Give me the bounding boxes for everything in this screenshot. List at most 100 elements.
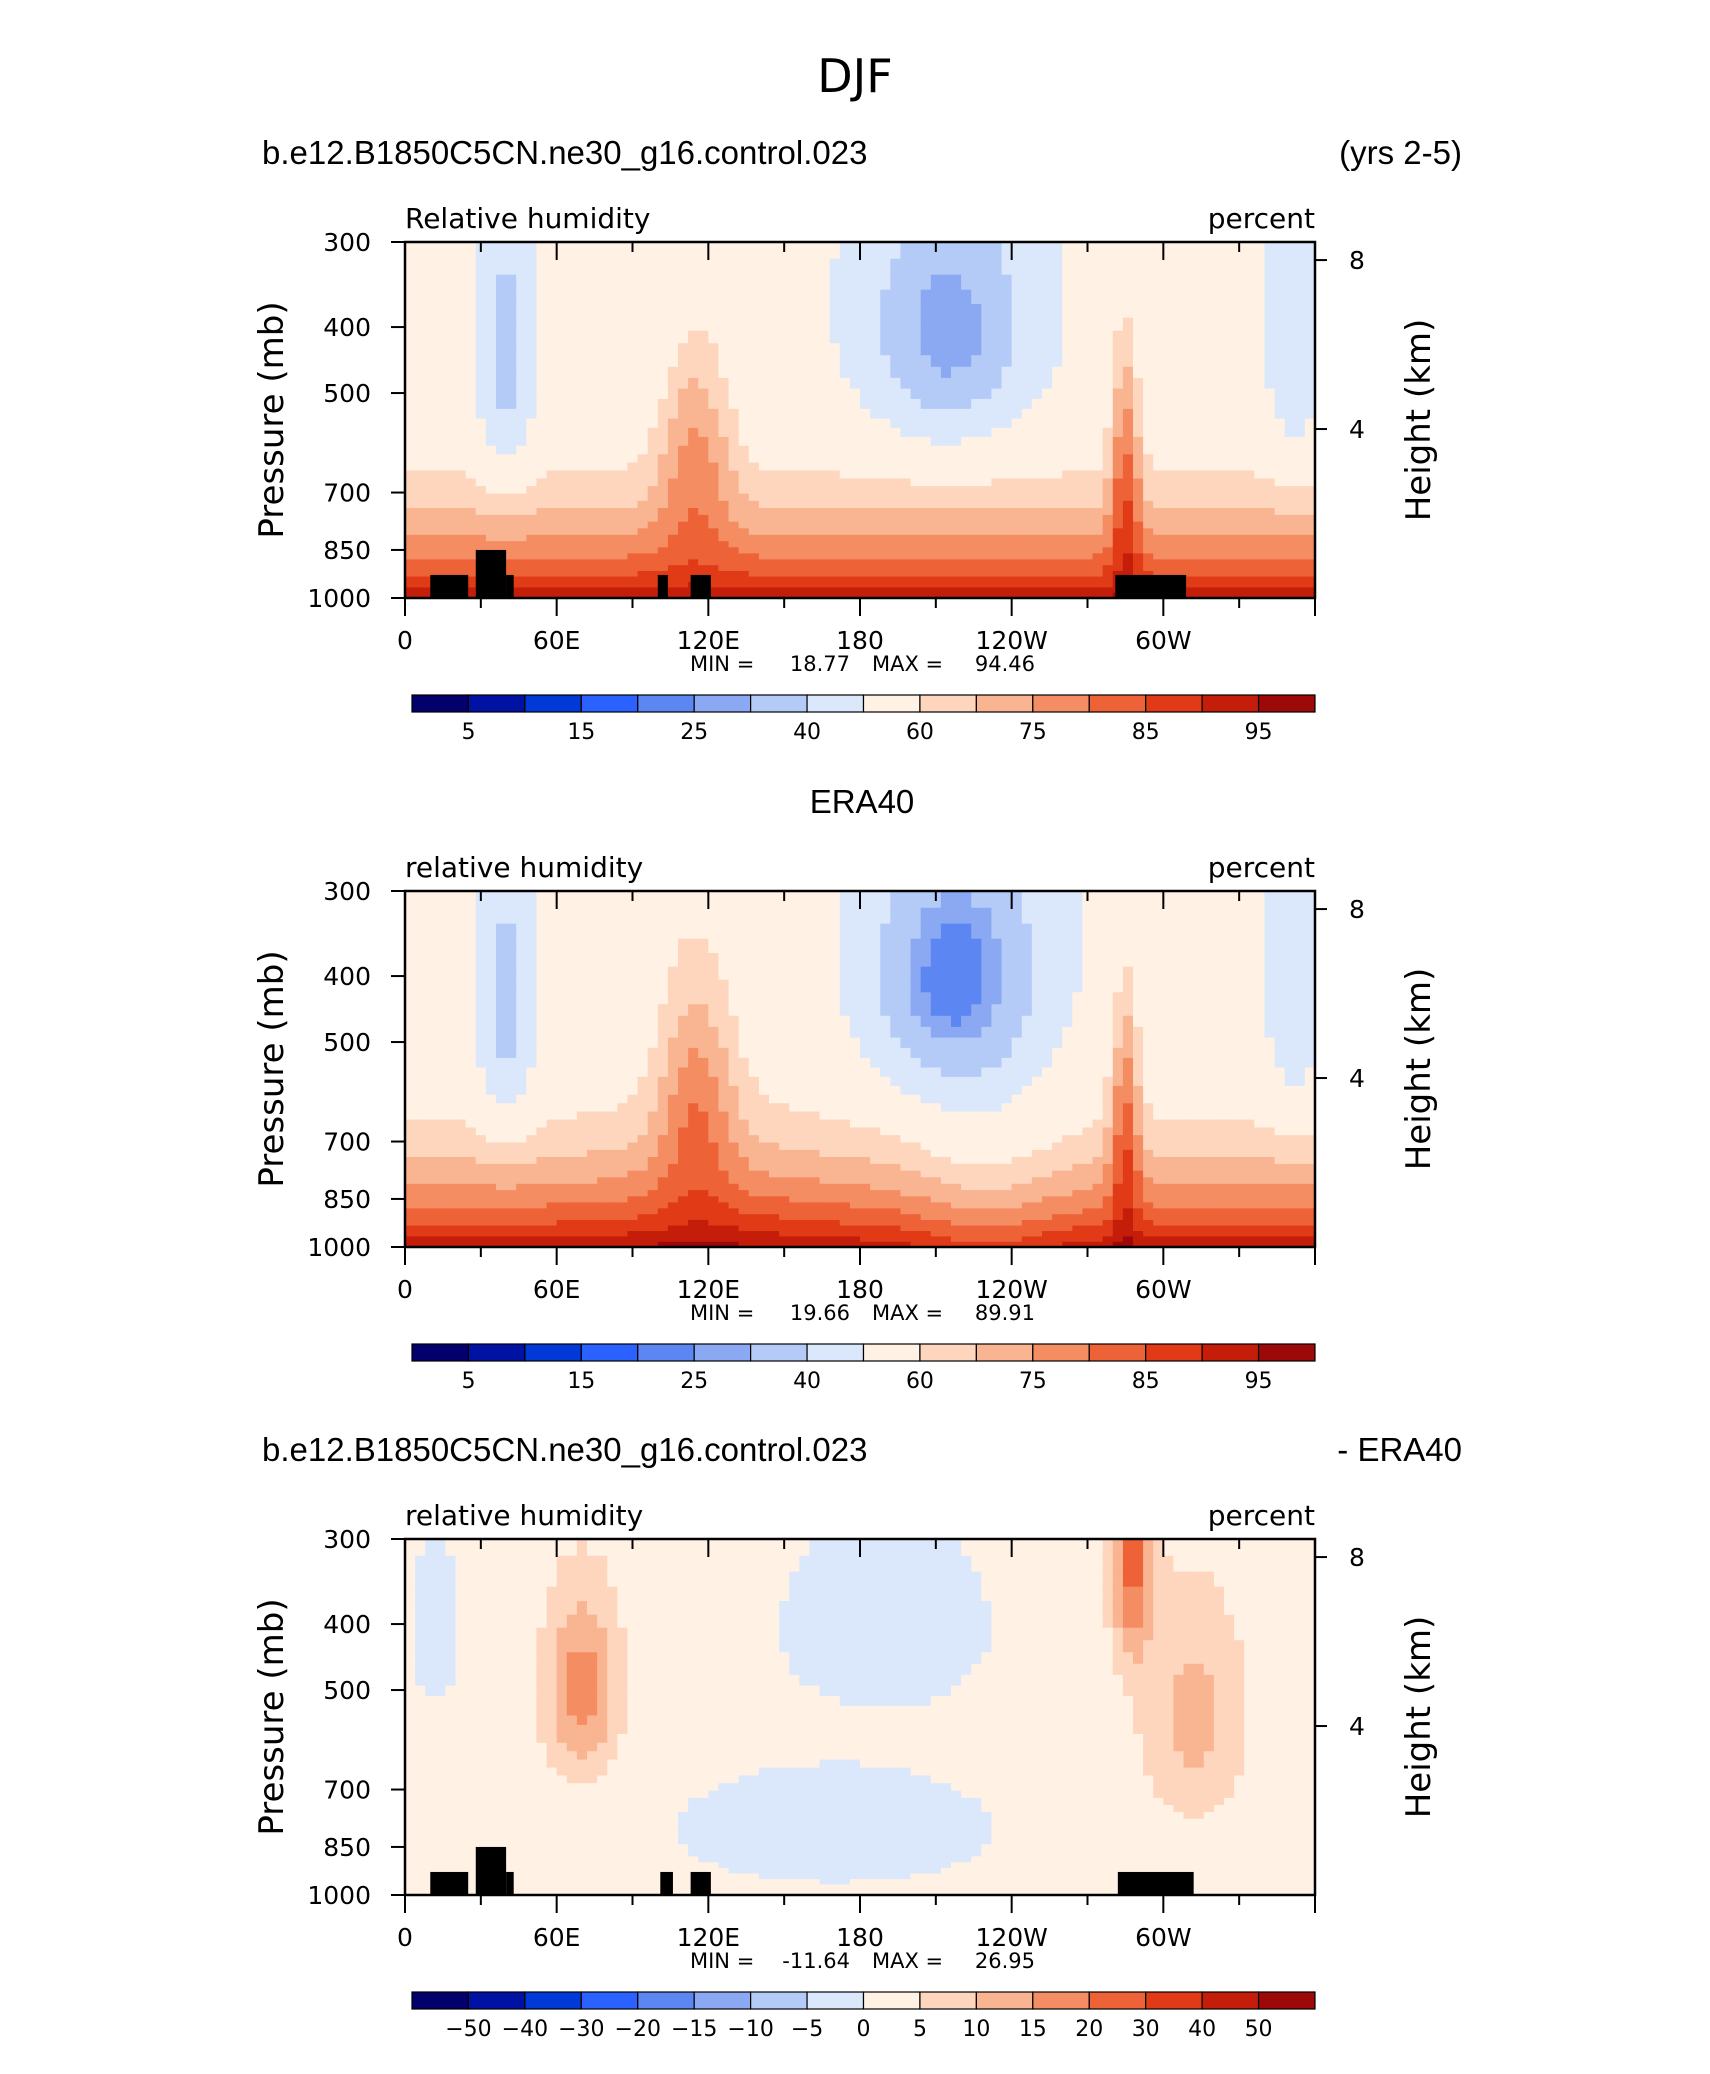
contour-cell <box>415 1135 426 1144</box>
contour-cell <box>1021 408 1033 420</box>
contour-cell <box>627 1219 639 1227</box>
contour-cell <box>789 355 800 368</box>
contour-cell <box>1163 317 1175 332</box>
contour-cell <box>1244 317 1255 332</box>
contour-cell <box>1042 398 1053 410</box>
contour-cell <box>667 258 679 276</box>
contour-cell <box>1102 408 1114 420</box>
contour-cell <box>718 304 730 319</box>
contour-cell <box>1244 514 1255 523</box>
contour-cell <box>667 377 679 390</box>
contour-cell <box>1143 565 1154 572</box>
contour-cell <box>1102 500 1114 509</box>
contour-cell <box>647 1094 659 1104</box>
contour-cell <box>637 500 649 509</box>
contour-cell <box>769 398 780 410</box>
contour-cell <box>597 547 608 554</box>
contour-cell <box>839 436 851 447</box>
contour-cell <box>1143 289 1154 305</box>
contour-cell <box>1234 418 1245 429</box>
contour-cell <box>1052 514 1063 523</box>
contour-cell <box>576 408 588 420</box>
contour-cell <box>748 528 760 536</box>
contour-cell <box>1122 507 1134 516</box>
contour-cell <box>951 388 962 400</box>
contour-cell <box>1021 377 1033 390</box>
contour-cell <box>637 355 649 368</box>
contour-cell <box>425 289 436 305</box>
contour-cell <box>667 493 679 502</box>
contour-cell <box>920 377 932 390</box>
contour-cell <box>405 559 416 566</box>
contour-cell <box>597 1202 608 1209</box>
contour-cell <box>961 486 972 495</box>
contour-cell <box>678 486 689 495</box>
contour-cell <box>738 500 750 509</box>
contour-cell <box>516 570 527 578</box>
contour-cell <box>1213 330 1225 344</box>
contour-cell <box>940 570 952 578</box>
contour-cell <box>597 1163 608 1172</box>
contour-cell <box>1011 514 1023 523</box>
contour-cell <box>1304 377 1316 390</box>
contour-cell <box>607 1135 618 1144</box>
contour-cell <box>839 500 851 509</box>
contour-cell <box>1153 258 1164 276</box>
contour-cell <box>415 289 426 305</box>
contour-cell <box>1112 478 1124 487</box>
contour-cell <box>698 891 709 909</box>
contour-cell <box>728 493 740 502</box>
contour-cell <box>415 330 426 344</box>
contour-cell <box>951 445 962 455</box>
contour-cell <box>890 528 902 536</box>
contour-cell <box>516 592 527 599</box>
contour-cell <box>1163 493 1175 502</box>
contour-cell <box>1153 559 1164 566</box>
contour-cell <box>698 355 709 368</box>
contour-cell <box>860 500 871 509</box>
contour-cell <box>576 1094 588 1104</box>
contour-cell <box>890 462 902 472</box>
contour-cell <box>1133 418 1144 429</box>
contour-cell <box>667 1015 679 1028</box>
contour-cell <box>819 534 831 542</box>
contour-cell <box>526 582 538 589</box>
contour-cell <box>566 366 578 379</box>
contour-cell <box>981 493 993 502</box>
contour-cell <box>546 1026 558 1039</box>
contour-cell <box>951 576 962 583</box>
contour-cell <box>758 514 770 523</box>
contour-cell <box>930 454 942 464</box>
contour-cell <box>951 377 962 390</box>
contour-cell <box>576 979 588 993</box>
contour-cell <box>405 1094 416 1104</box>
contour-cell <box>920 462 932 472</box>
contour-cell <box>708 587 720 594</box>
contour-cell <box>839 559 851 566</box>
contour-cell <box>506 462 517 472</box>
contour-cell <box>1193 330 1205 344</box>
colorbar-swatch <box>693 694 752 713</box>
contour-cell <box>425 1225 436 1232</box>
contour-cell <box>829 486 841 495</box>
contour-cell <box>1274 570 1286 578</box>
contour-cell <box>1224 500 1235 509</box>
contour-cell <box>657 486 669 495</box>
contour-cell <box>1224 355 1235 368</box>
contour-cell <box>688 274 699 291</box>
contour-cell <box>951 559 962 566</box>
contour-cell <box>1153 553 1164 560</box>
contour-cell <box>688 923 699 940</box>
contour-cell <box>880 377 891 390</box>
contour-cell <box>819 436 831 447</box>
contour-cell <box>849 576 861 583</box>
contour-cell <box>475 1202 487 1209</box>
contour-cell <box>799 330 811 344</box>
contour-cell <box>698 1156 709 1165</box>
contour-cell <box>597 486 608 495</box>
contour-cell <box>718 907 730 925</box>
contour-cell <box>496 330 507 344</box>
contour-cell <box>1284 514 1296 523</box>
contour-cell <box>405 1190 416 1197</box>
contour-cell <box>496 938 507 954</box>
